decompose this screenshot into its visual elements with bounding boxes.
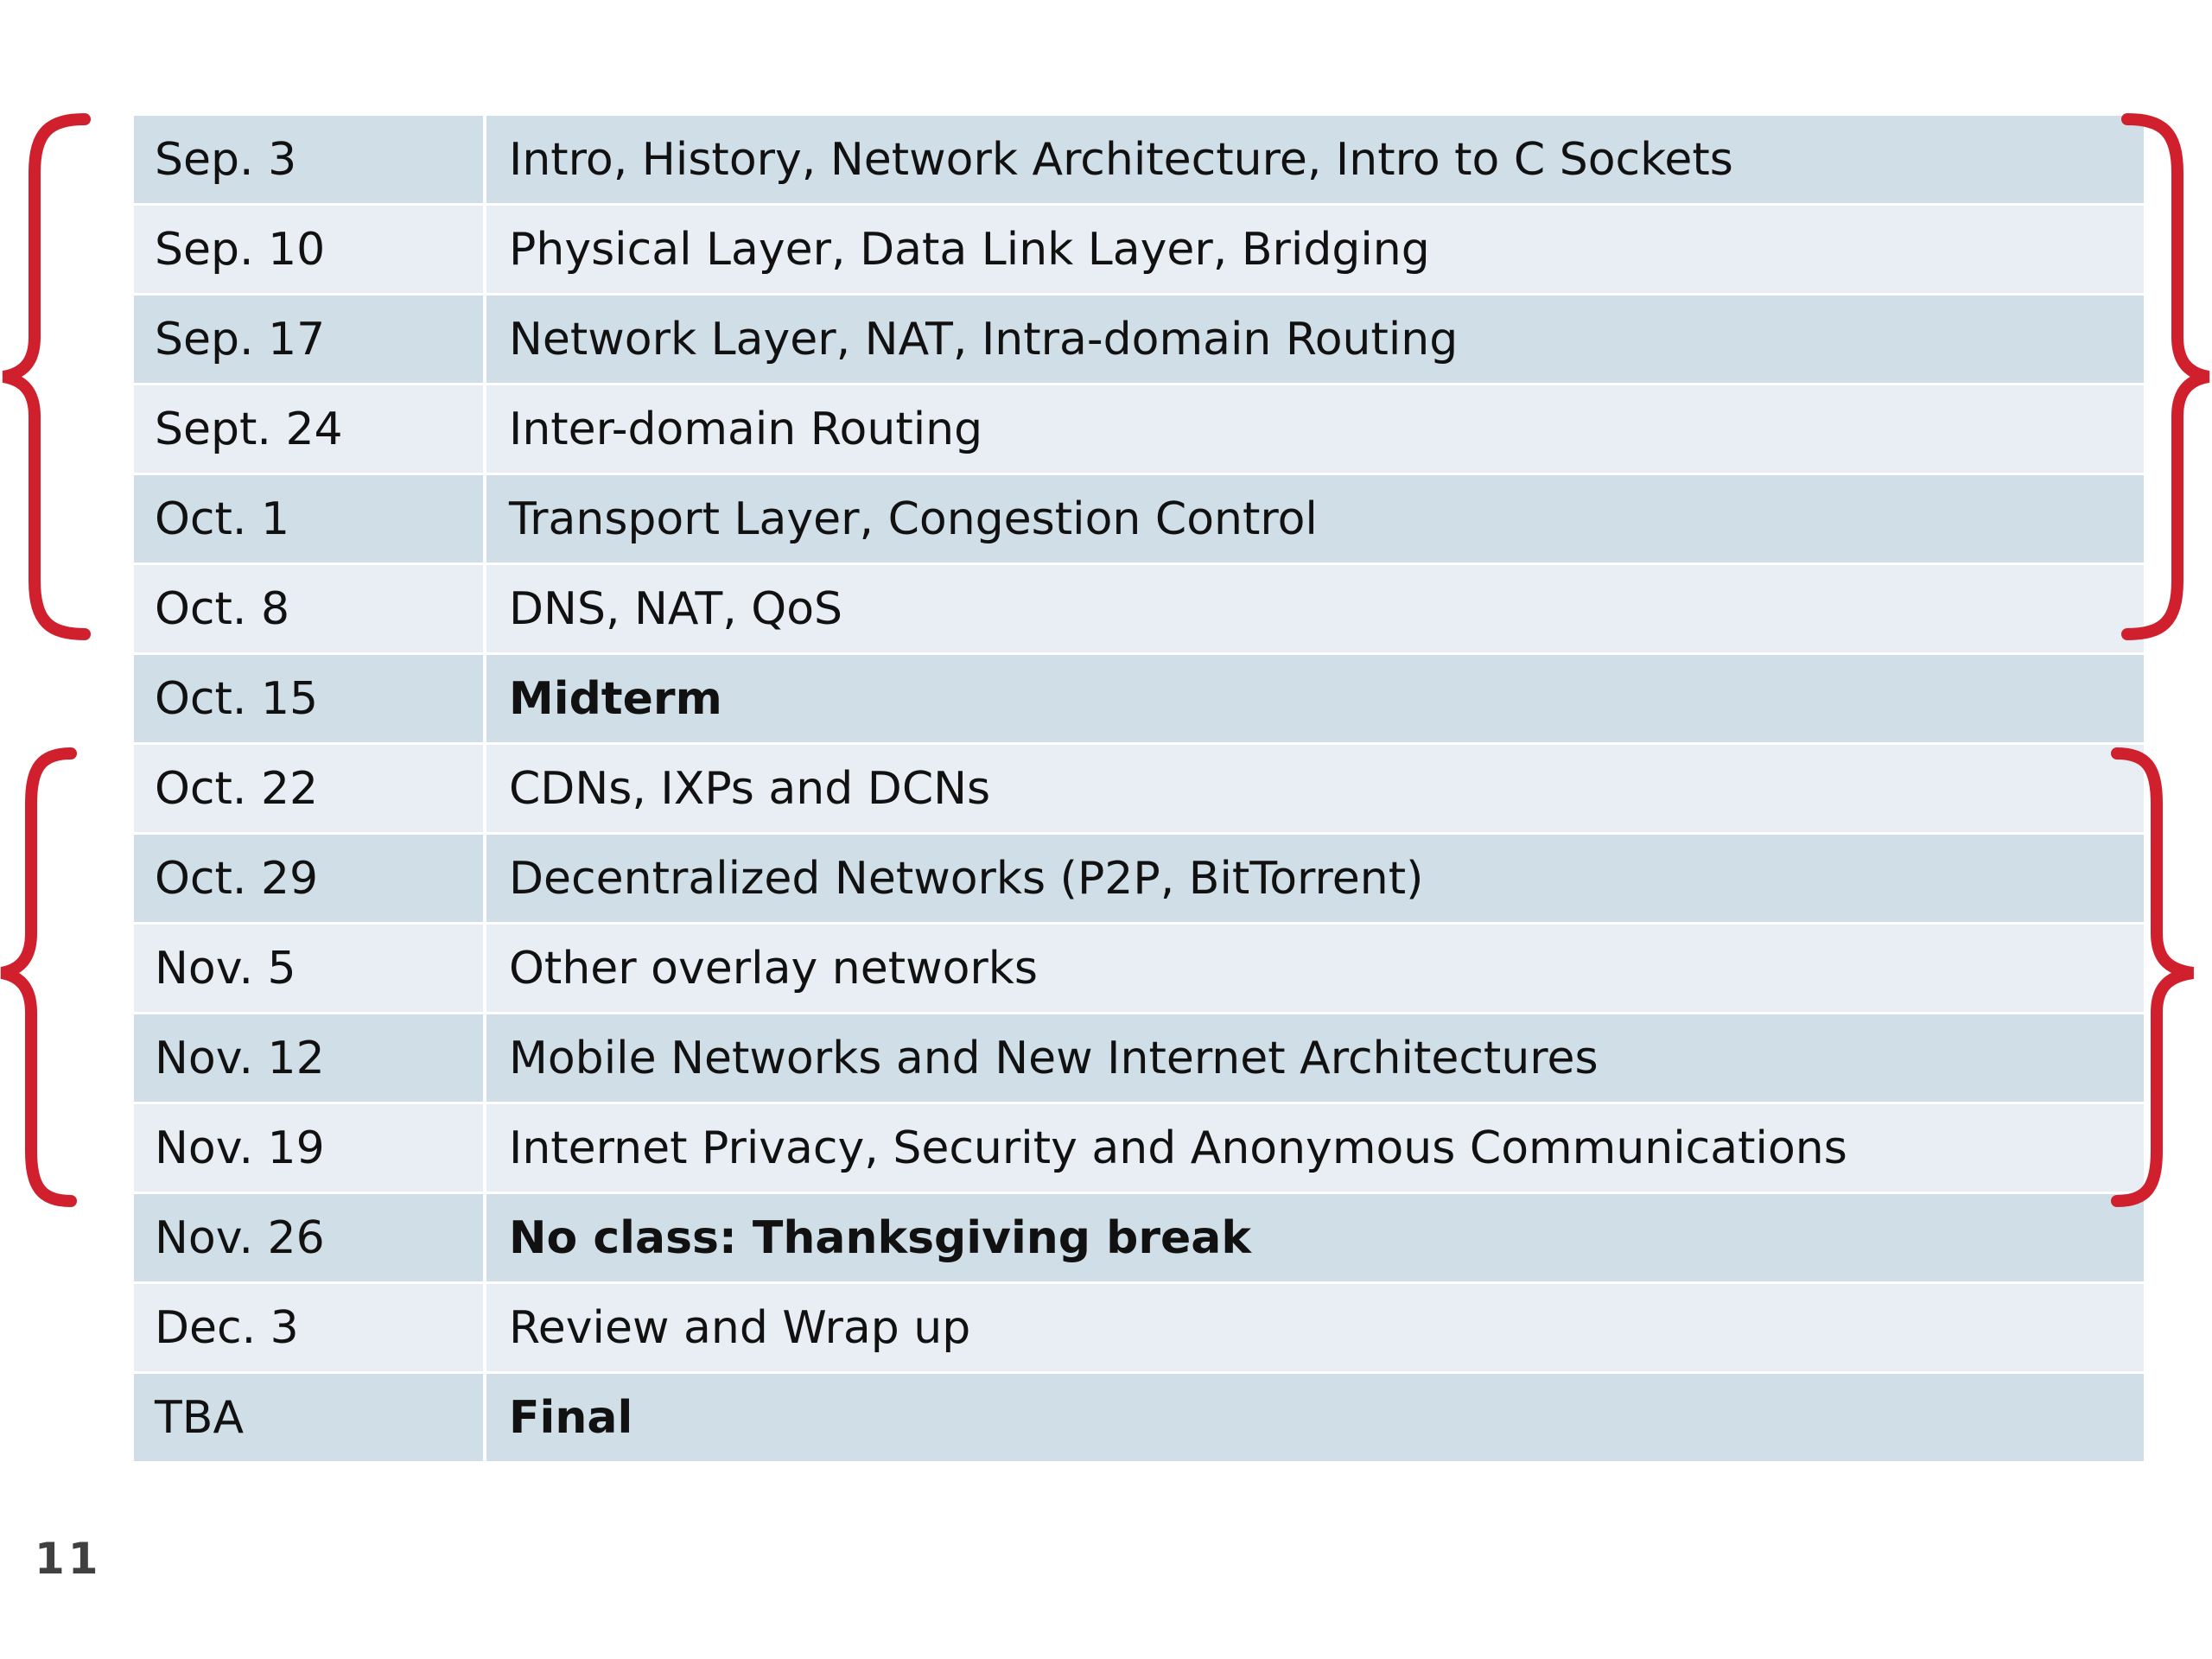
topic-cell: Decentralized Networks (P2P, BitTorrent) bbox=[509, 852, 1424, 905]
table-row-final: TBA Final bbox=[134, 1374, 2144, 1464]
table-row: Oct. 29 Decentralized Networks (P2P, Bit… bbox=[134, 835, 2144, 925]
date-cell: Sep. 3 bbox=[134, 116, 486, 203]
schedule-table: Sep. 3 Intro, History, Network Architect… bbox=[134, 116, 2144, 1464]
date-cell: Nov. 5 bbox=[134, 925, 486, 1012]
date-cell: Nov. 19 bbox=[134, 1104, 486, 1192]
topic-cell: Other overlay networks bbox=[509, 942, 1039, 995]
topic-cell: Mobile Networks and New Internet Archite… bbox=[509, 1032, 1599, 1084]
table-row: Sep. 10 Physical Layer, Data Link Layer,… bbox=[134, 206, 2144, 296]
topic-cell: Network Layer, NAT, Intra-domain Routing bbox=[509, 313, 1459, 365]
left-brace-bottom bbox=[0, 747, 77, 1207]
date-cell: Sep. 17 bbox=[134, 296, 486, 383]
topic-cell: Transport Layer, Congestion Control bbox=[509, 493, 1318, 545]
table-row: Sept. 24 Inter-domain Routing bbox=[134, 385, 2144, 475]
date-cell: Nov. 12 bbox=[134, 1014, 486, 1102]
table-row: Nov. 19 Internet Privacy, Security and A… bbox=[134, 1104, 2144, 1194]
date-cell: Sept. 24 bbox=[134, 385, 486, 473]
table-row: Nov. 5 Other overlay networks bbox=[134, 925, 2144, 1014]
table-row: Dec. 3 Review and Wrap up bbox=[134, 1284, 2144, 1374]
date-cell: Oct. 22 bbox=[134, 745, 486, 832]
date-cell: TBA bbox=[134, 1374, 486, 1461]
table-row-break: Nov. 26 No class: Thanksgiving break bbox=[134, 1194, 2144, 1284]
table-row: Oct. 22 CDNs, IXPs and DCNs bbox=[134, 745, 2144, 835]
page-number: 11 bbox=[35, 1534, 102, 1584]
date-cell: Oct. 8 bbox=[134, 565, 486, 652]
date-cell: Oct. 1 bbox=[134, 475, 486, 563]
date-cell: Oct. 29 bbox=[134, 835, 486, 922]
table-row: Sep. 3 Intro, History, Network Architect… bbox=[134, 116, 2144, 206]
topic-cell: Internet Privacy, Security and Anonymous… bbox=[509, 1122, 1847, 1174]
topic-cell: CDNs, IXPs and DCNs bbox=[509, 762, 991, 815]
date-cell: Nov. 26 bbox=[134, 1194, 486, 1281]
table-row-midterm: Oct. 15 Midterm bbox=[134, 655, 2144, 745]
topic-cell: Final bbox=[509, 1391, 633, 1444]
topic-cell: DNS, NAT, QoS bbox=[509, 582, 843, 635]
topic-cell: No class: Thanksgiving break bbox=[509, 1211, 1251, 1264]
date-cell: Dec. 3 bbox=[134, 1284, 486, 1371]
topic-cell: Review and Wrap up bbox=[509, 1301, 971, 1354]
date-cell: Oct. 15 bbox=[134, 655, 486, 742]
table-row: Oct. 8 DNS, NAT, QoS bbox=[134, 565, 2144, 655]
topic-cell: Physical Layer, Data Link Layer, Bridgin… bbox=[509, 223, 1430, 276]
table-row: Oct. 1 Transport Layer, Congestion Contr… bbox=[134, 475, 2144, 565]
table-row: Sep. 17 Network Layer, NAT, Intra-domain… bbox=[134, 296, 2144, 385]
topic-cell: Midterm bbox=[509, 672, 722, 725]
topic-cell: Inter-domain Routing bbox=[509, 403, 983, 455]
left-brace-top bbox=[2, 113, 91, 640]
topic-cell: Intro, History, Network Architecture, In… bbox=[509, 133, 1733, 186]
table-row: Nov. 12 Mobile Networks and New Internet… bbox=[134, 1014, 2144, 1104]
date-cell: Sep. 10 bbox=[134, 206, 486, 293]
